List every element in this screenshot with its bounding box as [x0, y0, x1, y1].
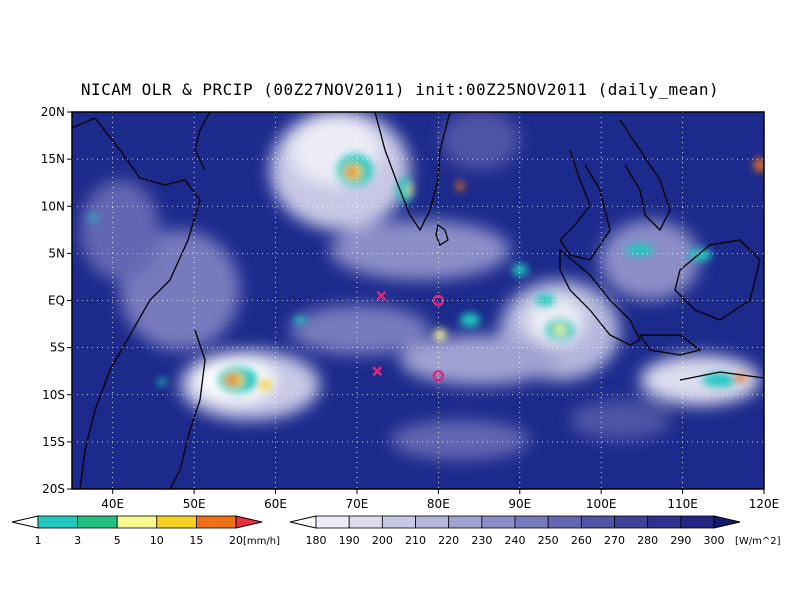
- cross-marker: [372, 366, 383, 377]
- map-grid: [72, 112, 764, 489]
- olr-legend-label: 280: [637, 534, 658, 547]
- precip-legend-label: 15: [189, 534, 203, 547]
- lon-tick-label: 60E: [264, 497, 287, 511]
- map-title: NICAM OLR & PRCIP (00Z27NOV2011) init:00…: [80, 80, 720, 99]
- olr-legend-color-box: [415, 515, 450, 529]
- longitude-ticks: 40E 50E 60E 70E 80E 90E 100E 110E 120E: [101, 489, 779, 511]
- plot-area: [72, 112, 764, 489]
- lon-tick-label: 70E: [346, 497, 369, 511]
- lon-tick-label: 90E: [508, 497, 531, 511]
- lat-tick-label: 15S: [42, 435, 65, 449]
- olr-legend-label: 250: [538, 534, 559, 547]
- precip-legend-label: 10: [150, 534, 164, 547]
- olr-legend-label: 180: [306, 534, 327, 547]
- lat-tick-label: EQ: [48, 294, 65, 308]
- cross-marker: [376, 290, 387, 301]
- precip-legend-unit: [mm/h]: [243, 536, 280, 547]
- precip-legend-color-box: [195, 515, 237, 529]
- lon-tick-label: 50E: [183, 497, 206, 511]
- precip-legend-high-arrow: [235, 515, 263, 529]
- lon-tick-label: 80E: [427, 497, 450, 511]
- olr-legend-label: 210: [405, 534, 426, 547]
- precip-legend-color-box: [77, 515, 118, 529]
- precip-legend-label: 5: [114, 534, 121, 547]
- olr-legend-color-box: [647, 515, 682, 529]
- precip-legend-color-box: [156, 515, 197, 529]
- lat-tick-label: 20S: [42, 482, 65, 496]
- olr-legend-color-box: [547, 515, 582, 529]
- coastlines: [72, 112, 764, 489]
- precip-legend-label: 3: [74, 534, 81, 547]
- precip-legend-color-box: [116, 515, 158, 529]
- olr-legend-color-box: [448, 515, 483, 529]
- lat-tick-label: 5N: [48, 246, 65, 260]
- lat-tick-label: 15N: [41, 152, 65, 166]
- olr-legend-label: 290: [670, 534, 691, 547]
- olr-legend-label: 270: [604, 534, 625, 547]
- latitude-ticks: 20N 15N 10N 5N EQ 5S 10S 15S 20S: [41, 105, 72, 496]
- lon-tick-label: 110E: [667, 497, 698, 511]
- precip-legend-label: 20: [229, 534, 243, 547]
- olr-legend-label: 230: [471, 534, 492, 547]
- olr-legend-color-box: [315, 515, 350, 529]
- precip-legend-low-arrow: [11, 515, 39, 529]
- lat-tick-label: 20N: [41, 105, 65, 119]
- olr-legend-label: 300: [704, 534, 725, 547]
- lat-tick-label: 10N: [41, 199, 65, 213]
- olr-legend-label: 240: [505, 534, 526, 547]
- olr-legend-color-box: [481, 515, 516, 529]
- lat-tick-label: 5S: [50, 341, 65, 355]
- storm-markers: [372, 290, 445, 382]
- lon-tick-label: 40E: [101, 497, 124, 511]
- olr-legend-color-box: [381, 515, 416, 529]
- olr-legend-high-arrow: [713, 515, 741, 529]
- olr-legend-label: 200: [372, 534, 393, 547]
- precip-legend: 1 3 5 10 15 20 [mm/h]: [11, 515, 280, 547]
- olr-legend: 180 190 200 210 220 230 240 250 260 270 280 290 300 […: [289, 515, 781, 547]
- precip-legend-label: 1: [35, 534, 42, 547]
- olr-legend-label: 190: [339, 534, 360, 547]
- olr-legend-label: 220: [438, 534, 459, 547]
- olr-legend-color-box: [348, 515, 383, 529]
- lon-tick-label: 100E: [586, 497, 617, 511]
- olr-legend-color-box: [580, 515, 615, 529]
- olr-legend-low-arrow: [289, 515, 317, 529]
- olr-legend-color-box: [614, 515, 649, 529]
- circle-marker: [432, 370, 445, 382]
- olr-legend-label: 260: [571, 534, 592, 547]
- lat-tick-label: 10S: [42, 388, 65, 402]
- olr-legend-unit: [W/m^2]: [735, 536, 781, 547]
- precip-legend-color-box: [37, 515, 78, 529]
- precip-cells: [89, 154, 764, 393]
- lon-tick-label: 120E: [749, 497, 780, 511]
- olr-legend-color-box: [514, 515, 549, 529]
- olr-legend-color-box: [680, 515, 715, 529]
